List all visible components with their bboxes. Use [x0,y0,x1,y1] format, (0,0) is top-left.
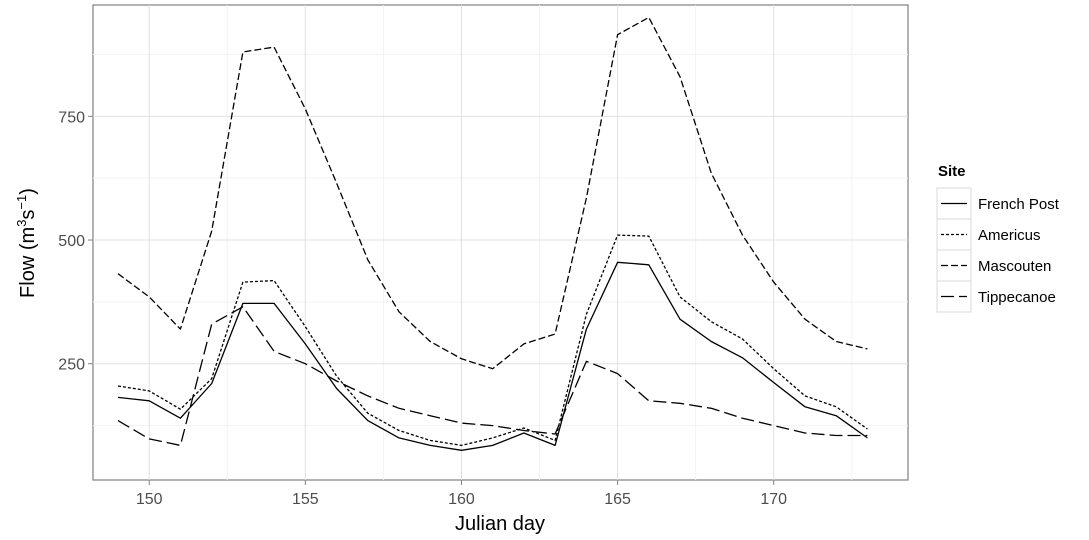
x-tick-label: 170 [760,491,787,508]
x-tick-label: 150 [136,491,163,508]
series-line-americus [117,234,868,447]
legend-title: Site [938,163,966,180]
x-tick-label: 160 [448,491,475,508]
axis-ticks: 150 155 160 165 170 250 500 750 [58,109,787,508]
y-tick-label: 750 [58,109,85,126]
y-axis-unit-m: m [17,227,39,244]
legend-label: French Post [978,196,1060,213]
y-tick-label: 500 [58,233,85,250]
series-line-french-post [117,261,868,451]
x-axis-title: Julian day [455,513,545,535]
grid-lines [93,5,908,480]
legend-label: Mascouten [978,258,1051,275]
legend-label: Tippecanoe [978,289,1056,306]
y-axis-unit-exp2: −1 [14,195,29,210]
legend-label: Americus [978,227,1041,244]
svg-text:Flow (m3s−1): Flow (m3s−1) [14,188,39,298]
y-tick-label: 250 [58,357,85,374]
y-axis-title: Flow (m3s−1) [14,188,39,298]
y-axis-title-main: Flow [17,255,39,298]
series-line-tippecanoe [117,306,868,447]
series-lines [117,16,868,451]
series-line-mascouten [117,16,868,370]
legend: French Post Americus Mascouten Tippecanoe [936,187,1060,313]
x-tick-label: 155 [292,491,319,508]
y-axis-unit-exp1: 3 [14,220,29,227]
y-axis-unit-s: s [17,210,39,220]
x-tick-label: 165 [604,491,631,508]
plot-panel [92,4,909,481]
